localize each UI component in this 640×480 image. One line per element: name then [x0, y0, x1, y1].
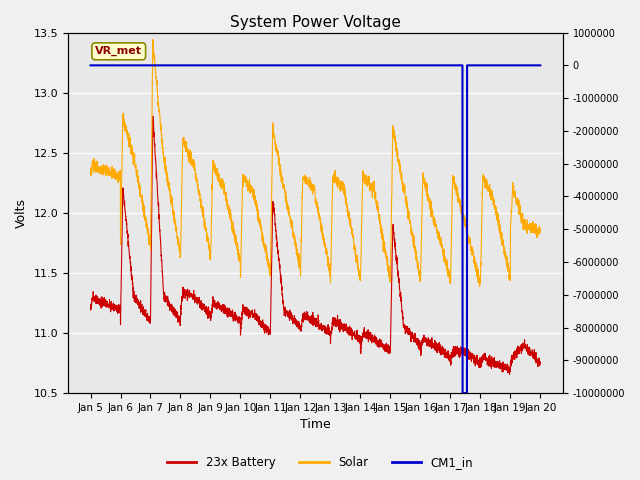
- Title: System Power Voltage: System Power Voltage: [230, 15, 401, 30]
- X-axis label: Time: Time: [300, 419, 331, 432]
- Y-axis label: Volts: Volts: [15, 198, 28, 228]
- Legend: 23x Battery, Solar, CM1_in: 23x Battery, Solar, CM1_in: [162, 452, 478, 474]
- Text: VR_met: VR_met: [95, 46, 142, 57]
